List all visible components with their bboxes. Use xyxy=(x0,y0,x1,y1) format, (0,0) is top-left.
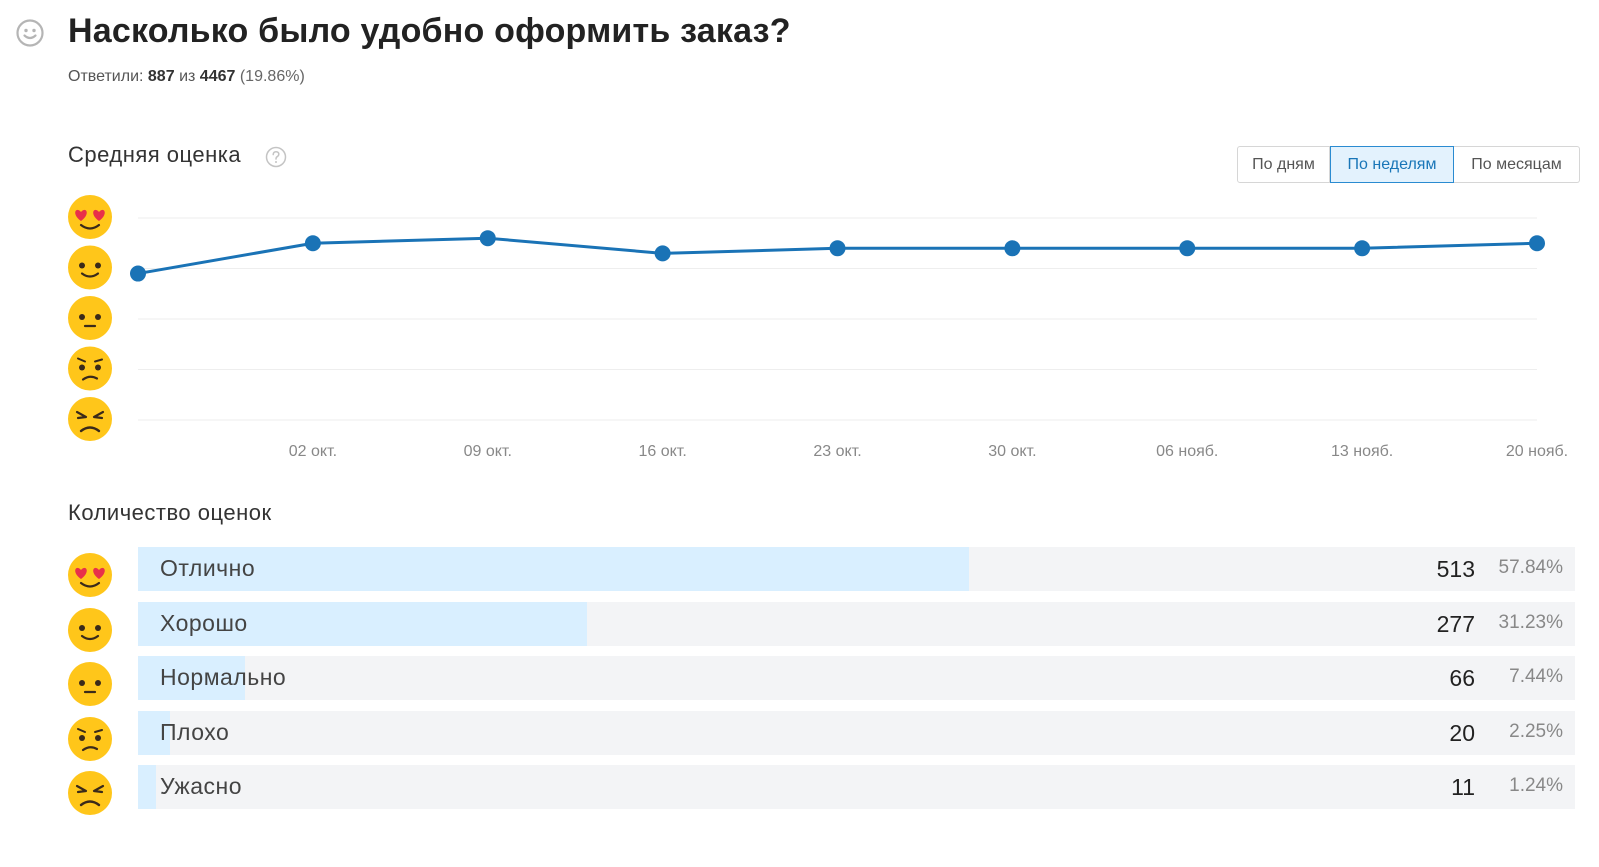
x-tick-label: 02 окт. xyxy=(289,443,337,460)
heart-eyes-emoji-icon xyxy=(68,195,112,239)
rating-label: Отлично xyxy=(160,555,256,581)
rating-count: 66 xyxy=(1449,665,1475,691)
rating-percent: 31.23% xyxy=(1498,611,1563,633)
data-point[interactable] xyxy=(1529,235,1545,252)
average-rating-title: Средняя оценка xyxy=(68,142,242,167)
data-point[interactable] xyxy=(479,230,496,247)
period-weeks-button[interactable]: По неделям xyxy=(1330,146,1454,183)
smiley-outline-icon xyxy=(16,19,44,47)
chart-grid xyxy=(138,217,1537,421)
rating-count: 20 xyxy=(1449,719,1475,746)
data-point[interactable] xyxy=(1004,240,1021,257)
y-axis-emojis xyxy=(68,195,112,441)
x-tick-label: 30 окт. xyxy=(988,443,1036,460)
answered-stats: Ответили: 887 из 4467 (19.86%) xyxy=(68,68,305,85)
rating-share-bar xyxy=(138,601,587,646)
period-days-button[interactable]: По дням xyxy=(1237,146,1330,183)
rating-share-bar xyxy=(138,656,245,700)
rating-count-title: Количество оценок xyxy=(68,500,272,525)
rating-row[interactable]: Отлично 513 57.84% xyxy=(138,547,1575,591)
angry-emoji-icon xyxy=(68,771,112,815)
frowning-emoji-icon xyxy=(68,346,112,391)
heart-eyes-emoji-icon xyxy=(68,553,112,597)
answered-count: 887 xyxy=(147,68,175,85)
rating-label: Ужасно xyxy=(160,773,243,799)
data-point[interactable] xyxy=(829,240,846,257)
x-tick-label: 16 окт. xyxy=(638,443,686,460)
rating-label: Хорошо xyxy=(160,609,248,636)
series-points xyxy=(130,230,1545,282)
angry-emoji-icon xyxy=(68,397,112,441)
x-tick-label: 13 нояб. xyxy=(1331,443,1393,460)
data-point[interactable] xyxy=(654,245,671,262)
page-title: Насколько было удобно оформить заказ? xyxy=(68,12,791,50)
rating-share-bar xyxy=(138,710,171,755)
rating-row[interactable]: Ужасно 11 1.24% xyxy=(138,765,1575,809)
neutral-emoji-icon xyxy=(68,662,112,706)
smiling-emoji-icon xyxy=(68,607,112,652)
average-rating-chart: 02 окт. 09 окт. 16 окт. 23 окт. 30 окт. 06 но… xyxy=(68,195,1568,460)
neutral-emoji-icon xyxy=(68,296,112,340)
rating-count: 277 xyxy=(1436,610,1475,637)
smiling-emoji-icon xyxy=(68,245,112,290)
period-months-button[interactable]: По месяцам xyxy=(1454,146,1580,183)
rating-share-bar xyxy=(138,547,970,591)
rating-share-bar xyxy=(138,765,156,809)
rating-percent: 1.24% xyxy=(1509,775,1563,796)
data-point[interactable] xyxy=(130,265,146,282)
rating-label: Плохо xyxy=(160,718,230,745)
x-tick-label: 20 нояб. xyxy=(1506,443,1568,460)
rating-row[interactable]: Хорошо 277 31.23% xyxy=(138,601,1575,646)
period-toggle: По дням По неделям По месяцам xyxy=(1237,146,1580,183)
rating-count: 11 xyxy=(1451,774,1475,800)
rating-percent: 7.44% xyxy=(1509,666,1563,687)
rating-count: 513 xyxy=(1436,556,1475,582)
answered-percent: (19.86%) xyxy=(239,68,305,85)
question-circle-icon[interactable] xyxy=(265,146,287,168)
data-point[interactable] xyxy=(1179,240,1196,257)
rating-row[interactable]: Нормально 66 7.44% xyxy=(138,656,1575,700)
rating-percent: 2.25% xyxy=(1509,720,1563,742)
rating-row[interactable]: Плохо 20 2.25% xyxy=(138,710,1575,755)
rating-label: Нормально xyxy=(160,664,287,690)
x-axis-ticks: 02 окт. 09 окт. 16 окт. 23 окт. 30 окт. 06 но… xyxy=(289,443,1568,460)
data-point[interactable] xyxy=(1354,240,1371,257)
data-point[interactable] xyxy=(304,235,321,252)
x-tick-label: 23 окт. xyxy=(813,443,861,460)
answered-total: 4467 xyxy=(199,68,236,85)
x-tick-label: 06 нояб. xyxy=(1156,443,1218,460)
rating-percent: 57.84% xyxy=(1498,557,1563,578)
frowning-emoji-icon xyxy=(68,716,112,761)
x-tick-label: 09 окт. xyxy=(464,443,512,460)
